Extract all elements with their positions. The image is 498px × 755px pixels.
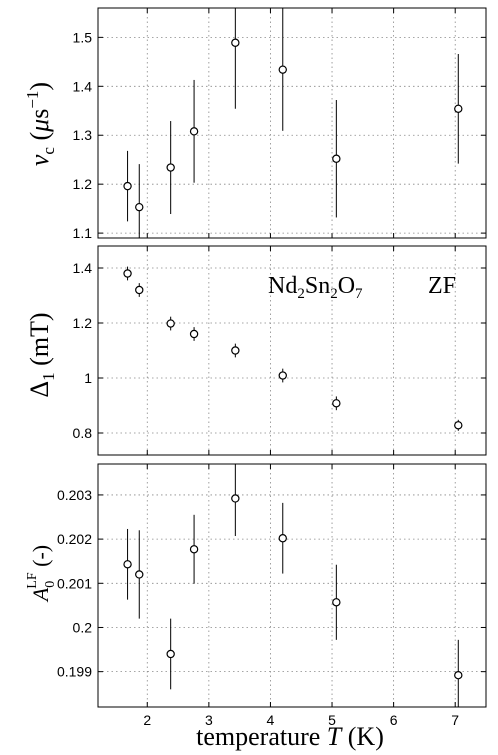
data-point [231,494,240,503]
data-point [135,570,144,579]
data-point [123,269,132,278]
plot-area [97,463,487,708]
panel-initial-asymmetry: 2 3 4 5 6 7 0.199 0.2 0.201 0.202 0.203 [57,463,487,728]
data-point [332,154,341,163]
x-tick-label: 4 [267,712,275,728]
data-point [278,534,287,543]
ylabel-bottom: A0LF (-) [25,545,58,603]
x-tick-label: 6 [390,712,398,728]
data-point [166,163,175,172]
x-tick-label: 2 [143,712,151,728]
y-tick-label: 1.4 [73,260,93,276]
x-tick-label: 7 [451,712,459,728]
y-tick-label: 1.5 [73,29,93,45]
data-point [231,346,240,355]
data-point [454,421,463,430]
zero-field-tag: ZF [428,273,456,299]
compound-annotation: Nd2Sn2O7 [268,273,363,302]
x-tick-label: 5 [328,712,336,728]
data-point [278,371,287,380]
xlabel: temperature T (K) [196,722,384,751]
data-point [135,285,144,295]
data-series [123,266,463,431]
y-tick-label: 0.202 [57,531,92,547]
data-point [166,649,175,659]
y-tick-label: 1.4 [73,78,93,94]
y-tick-label: 1.1 [73,225,93,241]
y-tick-label: 1.3 [73,127,93,143]
x-tick-label: 3 [205,712,213,728]
ylabel-top: νc (μs−1) [23,82,58,166]
data-point [332,399,341,408]
data-point [189,127,199,136]
data-point [231,38,240,47]
y-tick-label: 1 [84,370,92,386]
ylabel-middle: Δ1 (mT) [25,312,58,397]
data-point [123,560,132,569]
data-point [278,65,287,74]
panel-field-width: 0.8 1 1.2 1.4 [73,245,487,456]
y-tick-label: 1.2 [73,176,93,192]
data-series [123,464,463,707]
data-point [189,545,199,554]
y-tick-label: 0.203 [57,487,92,503]
y-tick-label: 1.2 [73,315,93,331]
data-point [189,329,199,339]
y-tick-label: 0.8 [73,425,93,441]
data-point [332,598,341,607]
y-tick-label: 0.2 [73,619,93,635]
data-point [454,670,463,680]
data-series [123,8,463,238]
plot-area [97,7,487,239]
plot-area [97,245,487,456]
data-point [123,181,132,191]
data-point [135,202,144,212]
y-tick-label: 0.199 [57,664,92,680]
panel-collision-rate: 1.1 1.2 1.3 1.4 1.5 [73,7,487,241]
data-point [166,319,175,328]
data-point [454,104,463,114]
y-tick-label: 0.201 [57,575,92,591]
